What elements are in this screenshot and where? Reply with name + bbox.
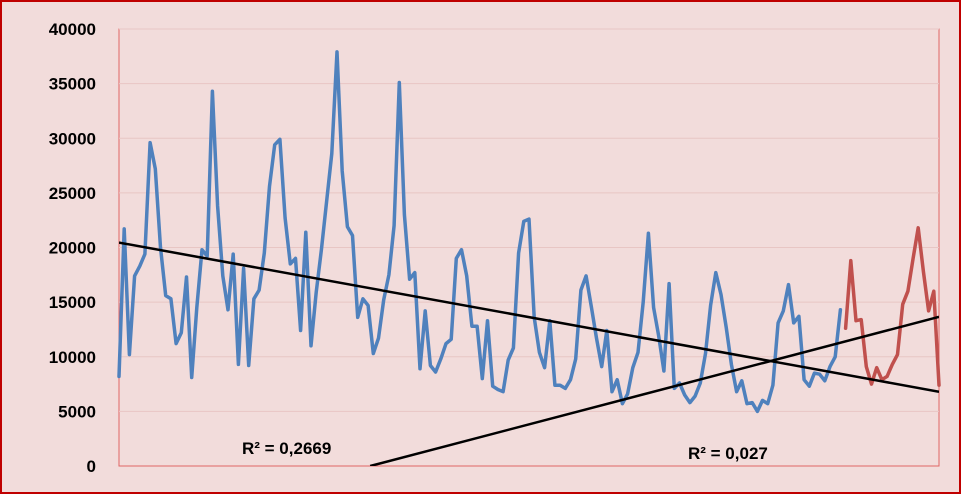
trendline-3 xyxy=(369,315,939,466)
r-squared-label: R² = 0,027 xyxy=(688,444,768,463)
y-tick-label: 0 xyxy=(87,457,96,476)
series-line-1 xyxy=(843,226,941,387)
y-tick-label: 5000 xyxy=(58,402,96,421)
y-tick-label: 35000 xyxy=(49,75,96,94)
r-squared-label: R² = 0,2669 xyxy=(242,439,331,458)
y-tick-label: 20000 xyxy=(49,239,96,258)
y-tick-label: 40000 xyxy=(49,20,96,39)
y-tick-label: 15000 xyxy=(49,293,96,312)
series-line-0 xyxy=(117,50,843,414)
y-tick-label: 10000 xyxy=(49,348,96,367)
y-tick-label: 30000 xyxy=(49,129,96,148)
y-tick-label: 25000 xyxy=(49,184,96,203)
trendline-2 xyxy=(119,241,939,393)
